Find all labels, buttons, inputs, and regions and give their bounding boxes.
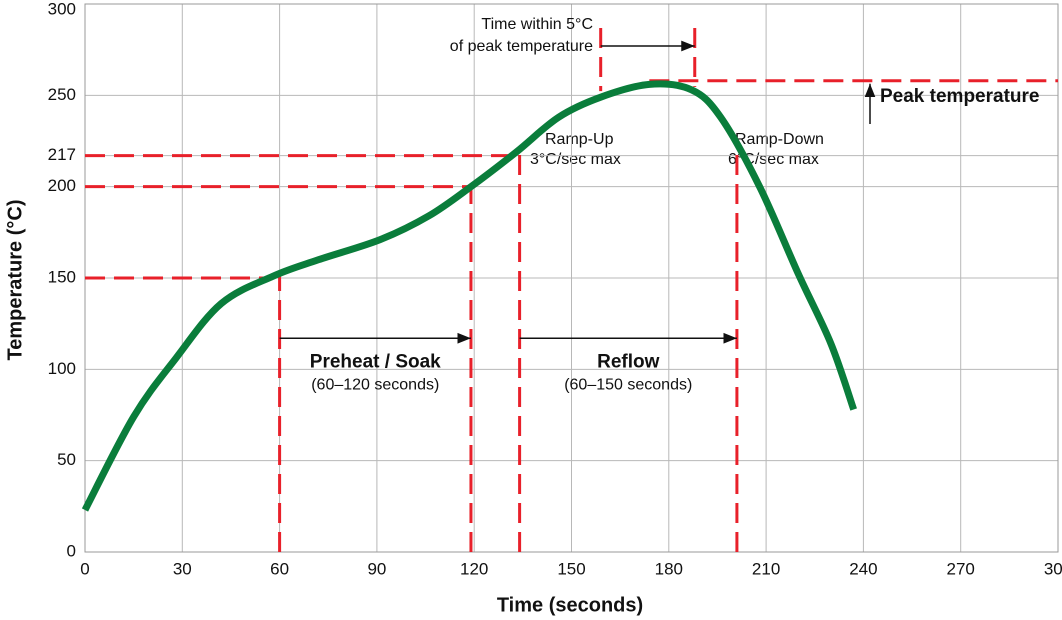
y-axis-title: Temperature (°C)	[4, 200, 26, 361]
peak-label: Peak temperature	[880, 86, 1039, 107]
x-tick-label: 0	[80, 559, 89, 578]
y-tick-label: 50	[57, 450, 76, 469]
x-axis-title: Time (seconds)	[497, 594, 643, 616]
ramp-rate: 3°C/sec max	[530, 151, 621, 168]
ramp-title: Ramp-Down	[735, 131, 824, 148]
x-tick-label: 120	[460, 559, 488, 578]
y-tick-label: 200	[48, 176, 76, 195]
x-tick-label: 300	[1044, 559, 1062, 578]
x-tick-label: 30	[173, 559, 192, 578]
zone-note: (60–120 seconds)	[311, 376, 439, 393]
ramp-title: Ramp-Up	[545, 131, 614, 148]
window-label: of peak temperature	[450, 38, 593, 55]
y-tick-label: 150	[48, 267, 76, 286]
x-tick-label: 150	[557, 559, 585, 578]
zone-label: Reflow	[597, 351, 660, 372]
window-label: Time within 5°C	[481, 16, 593, 33]
x-tick-label: 180	[655, 559, 683, 578]
y-tick-label: 250	[48, 85, 76, 104]
y-tick-label: 217	[48, 145, 76, 164]
x-tick-label: 210	[752, 559, 780, 578]
zone-label: Preheat / Soak	[310, 351, 441, 372]
y-tick-label: 300	[48, 0, 76, 18]
x-tick-label: 90	[367, 559, 386, 578]
temperature-curve	[81, 80, 857, 512]
y-tick-label: 0	[67, 541, 76, 560]
x-tick-label: 60	[270, 559, 289, 578]
y-tick-label: 100	[48, 359, 76, 378]
x-tick-label: 240	[849, 559, 877, 578]
x-tick-label: 270	[947, 559, 975, 578]
zone-note: (60–150 seconds)	[564, 376, 692, 393]
